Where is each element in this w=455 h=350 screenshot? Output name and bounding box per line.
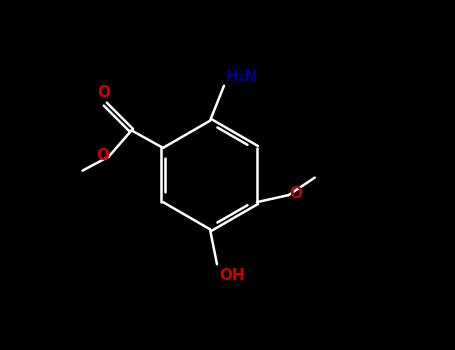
Text: O: O <box>96 148 109 163</box>
Text: O: O <box>97 85 110 100</box>
Text: H₂N: H₂N <box>226 69 258 84</box>
Text: OH: OH <box>219 268 244 283</box>
Text: O: O <box>289 186 303 201</box>
